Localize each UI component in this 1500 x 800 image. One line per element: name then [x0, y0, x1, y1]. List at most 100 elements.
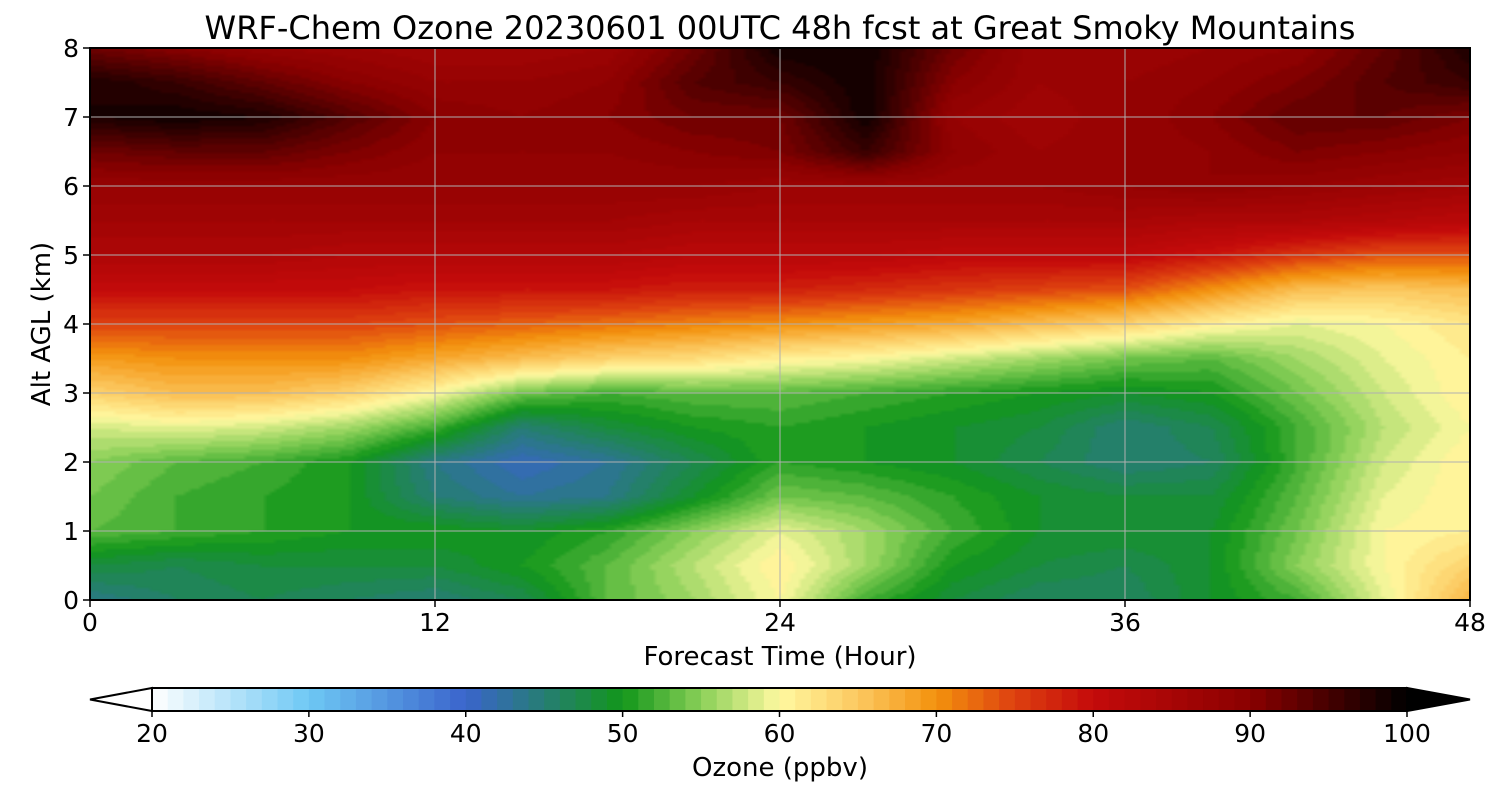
- x-tick-label: 0: [82, 608, 98, 637]
- colorbar-segment: [1234, 688, 1251, 711]
- colorbar-extend-min: [89, 686, 153, 713]
- colorbar-segment: [1061, 688, 1079, 711]
- colorbar-segment: [1218, 688, 1236, 711]
- y-tick-label: 1: [63, 517, 79, 546]
- colorbar-segments: [152, 688, 1408, 711]
- colorbar-segment: [277, 688, 294, 711]
- y-tick-label: 5: [63, 241, 79, 270]
- colorbar-segment: [1344, 688, 1361, 711]
- colorbar-tick-label: 70: [920, 719, 952, 748]
- y-tick-label: 0: [63, 586, 79, 615]
- y-tick-label: 4: [63, 310, 79, 339]
- colorbar-segment: [183, 688, 200, 711]
- colorbar-segment: [826, 688, 843, 711]
- colorbar-segment: [920, 688, 937, 711]
- y-tick-label: 7: [63, 103, 79, 132]
- x-tick-label: 24: [764, 608, 796, 637]
- colorbar-segment: [795, 688, 812, 711]
- colorbar-segment: [763, 688, 781, 711]
- colorbar-segment: [1312, 688, 1330, 711]
- colorbar-segment: [308, 688, 326, 711]
- colorbar-segment: [1265, 688, 1283, 711]
- colorbar-segment: [246, 688, 263, 711]
- colorbar-segment: [1171, 688, 1188, 711]
- colorbar-segment: [403, 688, 420, 711]
- y-axis-label: Alt AGL (km): [27, 242, 57, 406]
- colorbar-segment: [857, 688, 875, 711]
- colorbar-segment: [654, 688, 671, 711]
- colorbar-segment: [512, 688, 530, 711]
- colorbar-segment: [873, 688, 890, 711]
- colorbar-segment: [1328, 688, 1345, 711]
- colorbar-segment: [1046, 688, 1063, 711]
- colorbar-segment: [293, 688, 310, 711]
- chart-title: WRF-Chem Ozone 20230601 00UTC 48h fcst a…: [205, 9, 1356, 47]
- colorbar-segment: [701, 688, 718, 711]
- colorbar-segment: [905, 688, 922, 711]
- colorbar-segment: [371, 688, 388, 711]
- y-tick-label: 6: [63, 172, 79, 201]
- y-axis: 0 1 2 3 4 5 6 7 8: [63, 34, 90, 615]
- colorbar-segment: [497, 688, 514, 711]
- colorbar-tick-label: 90: [1234, 719, 1266, 748]
- colorbar-segment: [481, 688, 498, 711]
- colorbar: 20 30 40 50 60 70 80 90 100 Ozone (ppbv): [89, 686, 1471, 783]
- colorbar-segment: [261, 688, 279, 711]
- colorbar-segment: [967, 688, 985, 711]
- colorbar-tick-label: 60: [764, 719, 796, 748]
- colorbar-segment: [214, 688, 232, 711]
- colorbar-tick-label: 20: [136, 719, 168, 748]
- x-tick-label: 36: [1109, 608, 1141, 637]
- colorbar-segment: [748, 688, 765, 711]
- colorbar-segment: [1391, 688, 1408, 711]
- y-tick-label: 8: [63, 34, 79, 63]
- colorbar-segment: [1108, 688, 1126, 711]
- colorbar-segment: [685, 688, 702, 711]
- x-axis-label: Forecast Time (Hour): [643, 642, 916, 672]
- colorbar-segment: [622, 688, 639, 711]
- colorbar-tick-label: 30: [293, 719, 325, 748]
- colorbar-segment: [324, 688, 341, 711]
- x-tick-label: 48: [1454, 608, 1486, 637]
- colorbar-extend-max: [1406, 686, 1471, 713]
- colorbar-segment: [387, 688, 404, 711]
- colorbar-segment: [1250, 688, 1267, 711]
- colorbar-segment: [1077, 688, 1094, 711]
- colorbar-segment: [983, 688, 1000, 711]
- colorbar-tick-label: 100: [1383, 719, 1431, 748]
- colorbar-segment: [999, 688, 1016, 711]
- colorbar-segment: [779, 688, 796, 711]
- colorbar-segment: [889, 688, 906, 711]
- colorbar-segment: [1156, 688, 1173, 711]
- colorbar-segment: [732, 688, 749, 711]
- colorbar-label: Ozone (ppbv): [692, 753, 868, 783]
- colorbar-segment: [199, 688, 216, 711]
- x-tick-label: 12: [419, 608, 451, 637]
- colorbar-segment: [1093, 688, 1110, 711]
- colorbar-segment: [1281, 688, 1298, 711]
- colorbar-segment: [1297, 688, 1314, 711]
- colorbar-segment: [1124, 688, 1141, 711]
- colorbar-tick-label: 80: [1077, 719, 1109, 748]
- colorbar-tick-label: 50: [607, 719, 639, 748]
- colorbar-segment: [152, 688, 169, 711]
- colorbar-segment: [465, 688, 483, 711]
- colorbar-segment: [434, 688, 451, 711]
- y-tick-label: 2: [63, 448, 79, 477]
- colorbar-segment: [669, 688, 686, 711]
- colorbar-segment: [528, 688, 545, 711]
- colorbar-segment: [1359, 688, 1377, 711]
- colorbar-segment: [340, 688, 357, 711]
- colorbar-segment: [810, 688, 828, 711]
- colorbar-segment: [355, 688, 373, 711]
- colorbar-segment: [1140, 688, 1157, 711]
- colorbar-segment: [1030, 688, 1047, 711]
- colorbar-segment: [591, 688, 608, 711]
- colorbar-segment: [716, 688, 734, 711]
- y-tick-label: 3: [63, 379, 79, 408]
- colorbar-segment: [544, 688, 561, 711]
- colorbar-ticks: 20 30 40 50 60 70 80 90 100: [136, 711, 1431, 748]
- colorbar-segment: [1375, 688, 1392, 711]
